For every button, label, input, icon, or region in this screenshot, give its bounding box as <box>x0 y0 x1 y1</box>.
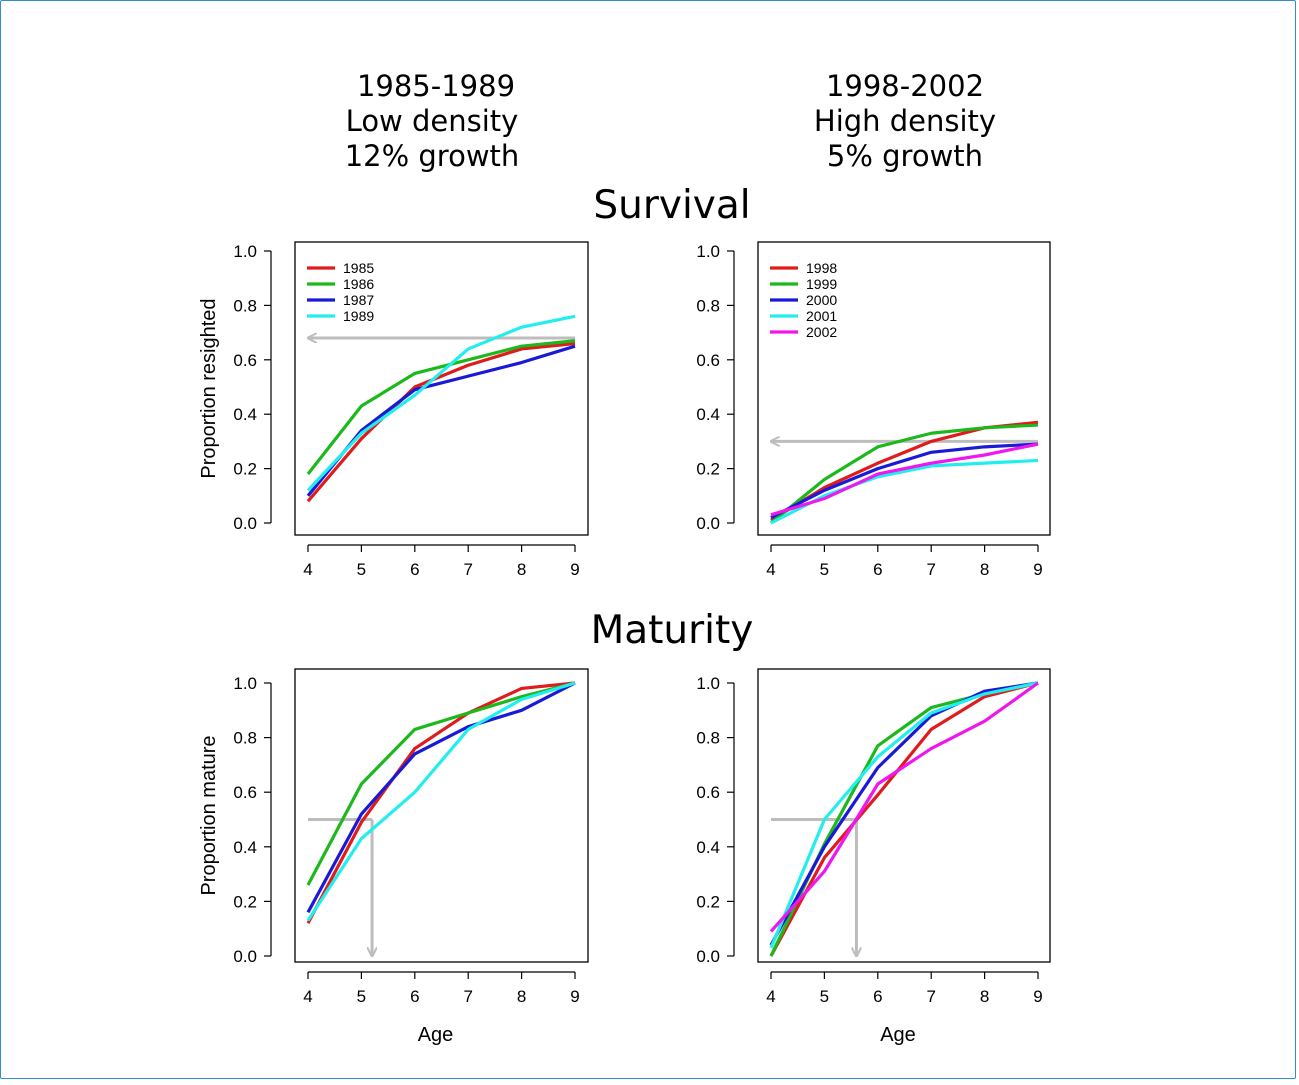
series-line-2002 <box>770 442 1039 517</box>
x-axis-title: Age <box>418 1024 454 1046</box>
legend-label-1985: 1985 <box>343 260 374 276</box>
y-tick-label: 0.4 <box>696 838 720 857</box>
y-axis-title: Proportion resighted <box>198 298 220 478</box>
y-tick-label: 1.0 <box>233 242 257 261</box>
y-tick-label: 0.2 <box>233 460 257 479</box>
x-axis-title: Age <box>880 1024 916 1046</box>
legend-label-2000: 2000 <box>806 292 837 308</box>
y-tick-label: 0.2 <box>233 892 257 911</box>
x-tick-label: 8 <box>517 560 526 579</box>
series-line-2002 <box>769 681 1039 933</box>
x-tick-label: 7 <box>463 560 472 579</box>
x-tick-label: 8 <box>980 987 989 1006</box>
panel-maturity-high: 0.0 0.2 0.4 0.6 0.8 1.0 4 5 6 7 8 9 Age <box>696 668 1051 1046</box>
legend-label-1986: 1986 <box>343 276 374 292</box>
y-tick-label: 0.8 <box>233 296 257 315</box>
y-axis-title: Proportion mature <box>198 735 220 895</box>
x-tick-label: 9 <box>1033 987 1042 1006</box>
x-tick-label: 5 <box>820 560 829 579</box>
x-tick-label: 5 <box>820 987 829 1006</box>
right-header-period: 1998-2002 <box>826 69 984 103</box>
y-tick-label: 1.0 <box>696 242 720 261</box>
series-line-1985 <box>306 341 576 503</box>
series-line-1989 <box>306 314 576 492</box>
x-tick-label: 5 <box>357 987 366 1006</box>
plot-area <box>757 241 1051 536</box>
plot-area <box>294 668 589 963</box>
series-line-1987 <box>306 681 576 914</box>
x-tick-label: 9 <box>570 987 579 1006</box>
series-line-2001 <box>769 681 1039 949</box>
y-tick-label: 0.6 <box>696 783 720 802</box>
legend-label-2001: 2001 <box>806 308 837 324</box>
y-tick-label: 0.2 <box>696 892 720 911</box>
x-tick-label: 7 <box>926 987 935 1006</box>
y-tick-label: 0.6 <box>696 351 720 370</box>
legend-label-1989: 1989 <box>343 308 374 324</box>
series-line-1986 <box>306 681 576 886</box>
x-tick-label: 8 <box>517 987 526 1006</box>
x-tick-label: 9 <box>570 560 579 579</box>
x-tick-label: 4 <box>303 987 312 1006</box>
y-tick-label: 0.0 <box>696 947 720 966</box>
left-header-period: 1985-1989 <box>357 69 515 103</box>
legend-label-1998: 1998 <box>806 260 837 276</box>
y-tick-label: 0.2 <box>696 460 720 479</box>
legend-label-2002: 2002 <box>806 324 837 340</box>
series-line-1998 <box>769 681 1039 957</box>
right-header-density: High density <box>814 104 996 138</box>
x-tick-label: 8 <box>980 560 989 579</box>
legend-label-1999: 1999 <box>806 276 837 292</box>
x-tick-label: 6 <box>873 560 882 579</box>
x-tick-label: 9 <box>1033 560 1042 579</box>
x-tick-label: 7 <box>463 987 472 1006</box>
x-tick-label: 6 <box>410 987 419 1006</box>
y-tick-label: 0.8 <box>696 296 720 315</box>
x-tick-label: 6 <box>873 987 882 1006</box>
x-tick-label: 6 <box>410 560 419 579</box>
legend-label-1987: 1987 <box>343 292 374 308</box>
series-line-2000 <box>769 681 1039 946</box>
y-tick-label: 0.4 <box>233 405 257 424</box>
y-tick-label: 0.0 <box>233 514 257 533</box>
panel-survival-high: 0.0 0.2 0.4 0.6 0.8 1.0 4 5 6 7 8 9 1998199920002001… <box>696 241 1051 579</box>
panel-survival-low: 0.0 0.2 0.4 0.6 0.8 1.0 4 5 6 7 8 9 Proportion resig… <box>198 241 589 579</box>
y-tick-label: 0.6 <box>233 783 257 802</box>
x-tick-label: 7 <box>926 560 935 579</box>
series-line-1999 <box>769 423 1039 525</box>
plot-area <box>294 241 589 536</box>
y-tick-label: 0.0 <box>233 947 257 966</box>
y-tick-label: 1.0 <box>696 674 720 693</box>
y-tick-label: 0.4 <box>233 838 257 857</box>
left-header-growth: 12% growth <box>345 139 520 173</box>
y-tick-label: 1.0 <box>233 674 257 693</box>
x-tick-label: 4 <box>766 560 775 579</box>
right-header-growth: 5% growth <box>827 139 983 173</box>
x-tick-label: 4 <box>303 560 312 579</box>
series-line-1986 <box>306 339 576 476</box>
series-line-1989 <box>306 681 576 922</box>
y-tick-label: 0.8 <box>233 729 257 748</box>
section-title-maturity: Maturity <box>591 608 754 653</box>
series-line-1985 <box>306 681 576 924</box>
x-tick-label: 4 <box>766 987 775 1006</box>
y-tick-label: 0.4 <box>696 405 720 424</box>
y-tick-label: 0.8 <box>696 729 720 748</box>
section-title-survival: Survival <box>593 183 750 228</box>
y-tick-label: 0.6 <box>233 351 257 370</box>
series-line-2000 <box>770 442 1039 519</box>
panel-maturity-low: 0.0 0.2 0.4 0.6 0.8 1.0 4 5 6 7 8 9 Proportion matur… <box>198 668 589 1046</box>
y-tick-label: 0.0 <box>696 514 720 533</box>
plot-area <box>757 668 1051 963</box>
x-tick-label: 5 <box>357 560 366 579</box>
left-header-density: Low density <box>346 104 519 138</box>
